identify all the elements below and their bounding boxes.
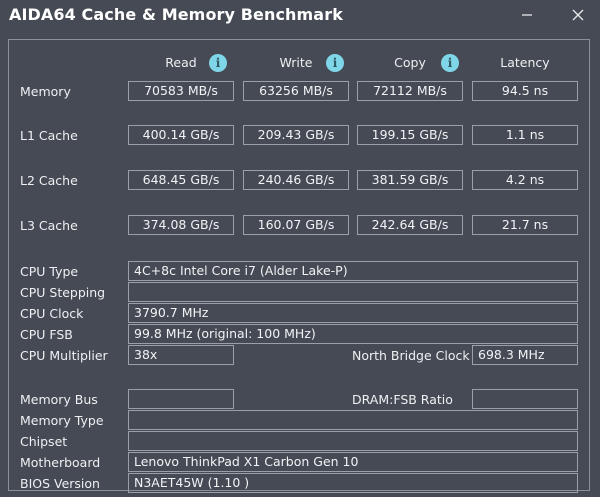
memory-type-field [128,410,578,430]
dram-fsb-ratio-field [472,389,578,409]
info-icon[interactable]: i [209,54,227,72]
memory-type-label: Memory Type [20,413,104,428]
l1-read-value: 400.14 GB/s [128,125,234,145]
minimize-icon [522,14,532,16]
north-bridge-clock-label: North Bridge Clock [352,348,470,363]
header-copy: Copy [394,55,426,70]
motherboard-label: Motherboard [20,455,101,470]
l3-read-value: 374.08 GB/s [128,215,234,235]
l1-copy-value: 199.15 GB/s [357,125,463,145]
header-write: Write [279,55,313,70]
bios-version-field: N3AET45W (1.10 ) [128,473,578,493]
bios-version-label: BIOS Version [20,476,100,491]
close-icon [572,9,584,21]
dram-fsb-ratio-label: DRAM:FSB Ratio [352,392,453,407]
row-label-l1-cache: L1 Cache [20,128,78,143]
cpu-multiplier-label: CPU Multiplier [20,348,108,363]
cpu-type-field: 4C+8c Intel Core i7 (Alder Lake-P) [128,261,578,281]
l1-latency-value: 1.1 ns [472,125,578,145]
l2-write-value: 240.46 GB/s [243,170,349,190]
info-icon[interactable]: i [326,54,344,72]
l2-copy-value: 381.59 GB/s [357,170,463,190]
memory-bus-field [128,389,234,409]
header-read: Read [165,55,197,70]
cpu-stepping-field [128,282,578,302]
l1-write-value: 209.43 GB/s [243,125,349,145]
close-button[interactable] [567,4,589,26]
cpu-multiplier-field: 38x [128,345,234,365]
row-label-l2-cache: L2 Cache [20,173,78,188]
l3-latency-value: 21.7 ns [472,215,578,235]
minimize-button[interactable] [516,4,538,26]
chipset-field [128,431,578,451]
results-panel [8,39,590,491]
window-title: AIDA64 Cache & Memory Benchmark [9,5,343,24]
memory-latency-value: 94.5 ns [472,81,578,101]
l3-copy-value: 242.64 GB/s [357,215,463,235]
row-label-l3-cache: L3 Cache [20,218,78,233]
cpu-type-label: CPU Type [20,264,79,279]
row-label-memory: Memory [20,84,71,99]
motherboard-field: Lenovo ThinkPad X1 Carbon Gen 10 [128,452,578,472]
chipset-label: Chipset [20,434,68,449]
info-icon[interactable]: i [441,54,459,72]
memory-copy-value: 72112 MB/s [357,81,463,101]
l2-read-value: 648.45 GB/s [128,170,234,190]
header-latency: Latency [500,55,550,70]
l2-latency-value: 4.2 ns [472,170,578,190]
cpu-fsb-label: CPU FSB [20,327,73,342]
cpu-clock-field: 3790.7 MHz [128,303,578,323]
north-bridge-clock-field: 698.3 MHz [472,345,578,365]
memory-bus-label: Memory Bus [20,392,98,407]
cpu-clock-label: CPU Clock [20,306,84,321]
l3-write-value: 160.07 GB/s [243,215,349,235]
memory-read-value: 70583 MB/s [128,81,234,101]
memory-write-value: 63256 MB/s [243,81,349,101]
cpu-fsb-field: 99.8 MHz (original: 100 MHz) [128,324,578,344]
title-bar[interactable]: AIDA64 Cache & Memory Benchmark [0,0,600,30]
cpu-stepping-label: CPU Stepping [20,285,106,300]
